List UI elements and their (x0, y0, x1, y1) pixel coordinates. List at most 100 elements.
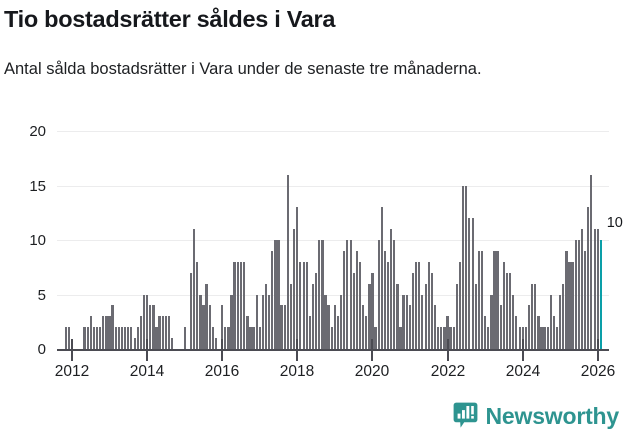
bar (434, 305, 437, 349)
bar (515, 316, 518, 349)
bar (371, 272, 374, 349)
bar (524, 327, 527, 349)
bar (364, 316, 368, 349)
bar (559, 294, 562, 349)
x-axis-tick-label: 2022 (430, 363, 466, 380)
bar (283, 305, 287, 349)
bar (236, 261, 240, 349)
bar (590, 174, 593, 349)
bar (142, 294, 146, 349)
bar (271, 250, 274, 349)
bar (152, 305, 155, 349)
bar (261, 294, 264, 349)
bar (343, 250, 346, 349)
bar (293, 229, 296, 349)
bar (64, 327, 67, 349)
bar (418, 261, 421, 349)
bar (192, 229, 196, 349)
bar (346, 240, 349, 349)
bar (415, 261, 418, 349)
bar (308, 316, 311, 349)
bar (393, 240, 396, 349)
bar (111, 305, 114, 349)
bar (352, 272, 355, 349)
bar-value-label: 10 (606, 215, 623, 231)
bar (86, 327, 89, 349)
bar (211, 327, 214, 349)
bar (458, 261, 462, 349)
x-axis-tick-label: 2024 (505, 363, 541, 380)
bar (565, 250, 568, 349)
bar (149, 305, 152, 349)
bar (580, 229, 584, 349)
bar (527, 305, 531, 349)
bar (205, 283, 208, 349)
bar (518, 327, 521, 349)
bar (286, 174, 290, 349)
bar (571, 261, 574, 349)
bar (239, 261, 243, 349)
bar (465, 185, 468, 349)
bar (455, 283, 459, 349)
gridline (57, 186, 609, 187)
bar (124, 327, 127, 349)
bar (486, 327, 490, 349)
x-axis-tick (296, 339, 298, 361)
bar-highlighted (599, 240, 602, 349)
bar (387, 261, 390, 349)
gridline (57, 240, 609, 241)
bar (377, 240, 380, 349)
x-axis-tick (597, 339, 599, 361)
bar (440, 327, 443, 349)
bar (509, 272, 512, 349)
bar (537, 316, 540, 349)
y-axis-tick-label: 0 (37, 341, 46, 358)
bar (383, 250, 386, 349)
bar (167, 316, 171, 349)
bar (158, 316, 161, 349)
bar (164, 316, 168, 349)
y-axis-tick-label: 20 (29, 123, 46, 140)
bar (568, 261, 571, 349)
bar (340, 294, 343, 349)
bar (358, 261, 362, 349)
bar (161, 316, 165, 349)
bar (117, 327, 121, 349)
bar (596, 229, 599, 349)
bar (305, 261, 308, 349)
bar (380, 207, 383, 349)
bar (189, 272, 193, 349)
bar (556, 327, 559, 349)
bar (258, 327, 261, 349)
bar (133, 338, 136, 349)
bar (311, 283, 315, 349)
bar (477, 250, 480, 349)
bar (483, 316, 487, 349)
bar (405, 294, 409, 349)
bar (255, 294, 258, 349)
bar (427, 261, 430, 349)
chart-subtitle: Antal sålda bostadsrätter i Vara under d… (4, 60, 482, 78)
bar (195, 261, 199, 349)
bar (105, 316, 108, 349)
bar (108, 316, 111, 349)
bar (327, 305, 330, 349)
chart-title: Tio bostadsrätter såldes i Vara (4, 6, 336, 32)
bar (324, 294, 327, 349)
bar (468, 218, 471, 349)
bar (127, 327, 130, 349)
bar (587, 207, 590, 349)
bar (399, 327, 402, 349)
bar (449, 327, 452, 349)
bar (549, 294, 552, 349)
bar (402, 294, 405, 349)
bar (368, 283, 371, 349)
bar (199, 294, 202, 349)
bar (89, 316, 92, 349)
bar (499, 305, 502, 349)
bar (114, 327, 118, 349)
bar (552, 316, 555, 349)
bar (355, 250, 358, 349)
